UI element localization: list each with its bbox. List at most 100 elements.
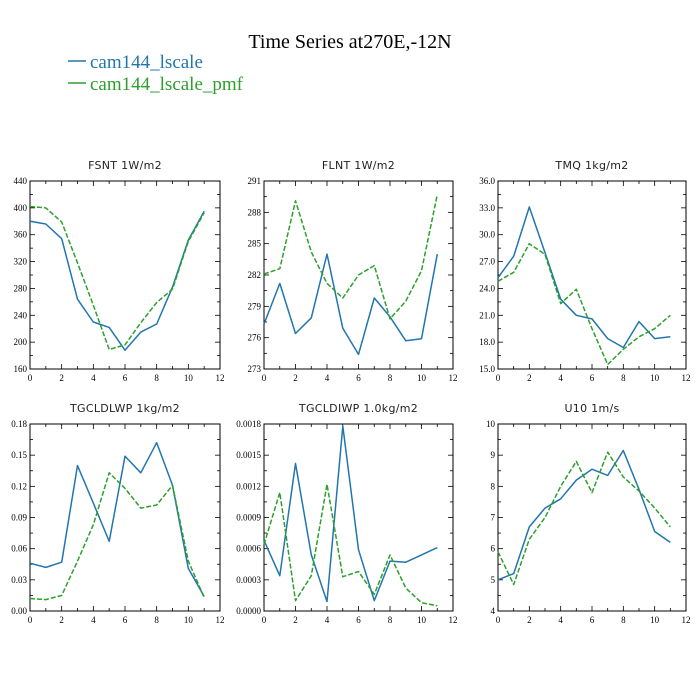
chart-panel-2: FLNT 1W/m2 0 2 4 6 8 10 12 273 276 279 282 285 288 291: [248, 159, 458, 383]
chart-panel-3: TMQ 1kg/m2 0 2 4 6 8 10 12 15.0 18.0 21.0 24.0 27.0 3…: [479, 159, 690, 383]
y-tick-label: 0.12: [11, 481, 27, 491]
x-tick-label: 2: [527, 615, 532, 625]
x-tick-label: 12: [216, 373, 225, 383]
y-tick-label: 9: [491, 450, 496, 460]
y-tick-label: 21.0: [479, 310, 495, 320]
y-tick-label: 30.0: [479, 230, 495, 240]
series-line-cam144-lscale-pmf: [497, 242, 671, 366]
x-tick-label: 10: [184, 373, 194, 383]
x-tick-label: 2: [59, 373, 64, 383]
x-tick-label: 8: [154, 373, 159, 383]
x-tick-label: 12: [449, 615, 458, 625]
y-tick-label: 240: [14, 310, 28, 320]
x-tick-label: 4: [325, 615, 330, 625]
series-line-cam144-lscale-pmf: [29, 205, 205, 351]
x-tick-label: 4: [558, 615, 563, 625]
chart-panel-6: U10 1m/s 0 2 4 6 8 10 12 4 5 6 7 8 9 10: [486, 402, 691, 625]
y-tick-label: 400: [14, 203, 28, 213]
y-tick-label: 0.00: [11, 606, 27, 616]
y-tick-label: 160: [14, 364, 28, 374]
legend: cam144_lscale cam144_lscale_pmf: [68, 52, 244, 95]
y-tick-label: 280: [14, 283, 28, 293]
y-tick-label: 6: [491, 544, 496, 554]
y-tick-label: 15.0: [479, 364, 495, 374]
x-tick-label: 6: [590, 373, 595, 383]
y-tick-label: 282: [248, 270, 262, 280]
x-tick-label: 0: [496, 373, 501, 383]
panel-grid: FSNT 1W/m20 2 4 6 8 10 12160200240280320360400…: [11, 159, 690, 625]
y-tick-label: 288: [248, 207, 262, 217]
y-tick-label: 0.15: [11, 450, 27, 460]
panel-title: FSNT 1W/m2: [88, 159, 162, 172]
x-tick-label: 2: [293, 373, 298, 383]
y-tick-label: 33.0: [479, 203, 495, 213]
y-tick-label: 8: [491, 481, 496, 491]
y-tick-label: 0.0018: [236, 419, 261, 429]
x-tick-label: 0: [28, 615, 33, 625]
x-tick-label: 8: [154, 615, 159, 625]
chart-panel-4: TGCLDLWP 1kg/m2 0 2 4 6 8 10 12 0.00 0.03 0.06 0.09…: [11, 402, 224, 625]
y-tick-label: 0.0009: [236, 513, 261, 523]
y-tick-label: 24.0: [479, 283, 495, 293]
plot-frame: [497, 180, 687, 370]
x-tick-label: 6: [356, 615, 361, 625]
x-tick-label: 10: [417, 373, 427, 383]
y-tick-label: 5: [491, 575, 496, 585]
x-tick-label: 2: [59, 615, 64, 625]
y-tick-label: 0.0015: [236, 450, 261, 460]
y-tick-label: 0.09: [11, 513, 27, 523]
series-line-cam144-lscale: [29, 441, 205, 597]
series-line-cam144-lscale: [29, 210, 205, 351]
x-tick-label: 4: [91, 373, 96, 383]
x-tick-label: 0: [262, 373, 267, 383]
plot-frame: [29, 180, 221, 370]
series-line-cam144-lscale-pmf: [29, 472, 205, 601]
x-tick-label: 0: [262, 615, 267, 625]
x-tick-label: 2: [293, 615, 298, 625]
x-tick-label: 12: [682, 615, 691, 625]
series-line-cam144-lscale-pmf: [497, 451, 671, 586]
x-tick-label: 8: [388, 615, 393, 625]
y-tick-label: 0.18: [11, 419, 27, 429]
y-tick-label: 0.0000: [236, 606, 261, 616]
x-tick-label: 6: [123, 373, 128, 383]
series-line-cam144-lscale-pmf: [263, 483, 438, 607]
series-line-cam144-lscale: [497, 449, 671, 581]
y-tick-label: 0.03: [11, 575, 27, 585]
y-tick-label: 0.0012: [236, 481, 261, 491]
y-tick-label: 279: [248, 301, 262, 311]
y-tick-label: 291: [248, 176, 262, 186]
figure-title: Time Series at270E,-12N: [248, 31, 451, 53]
x-tick-label: 0: [28, 373, 33, 383]
x-tick-label: 8: [621, 615, 626, 625]
y-tick-label: 0.0003: [236, 575, 261, 585]
series-line-cam144-lscale-pmf: [263, 194, 439, 320]
x-tick-label: 2: [527, 373, 532, 383]
series-line-cam144-lscale: [497, 206, 671, 349]
panel-title: TGCLDIWP 1.0kg/m2: [298, 402, 418, 415]
x-tick-label: 6: [356, 373, 361, 383]
x-tick-label: 12: [216, 615, 225, 625]
y-tick-label: 440: [14, 176, 28, 186]
x-tick-label: 12: [682, 373, 691, 383]
y-tick-label: 27.0: [479, 257, 495, 267]
x-tick-label: 4: [91, 615, 96, 625]
x-tick-label: 8: [388, 373, 393, 383]
x-tick-label: 10: [650, 373, 660, 383]
y-tick-label: 276: [248, 333, 262, 343]
panel-title: FLNT 1W/m2: [322, 159, 395, 172]
y-tick-label: 200: [14, 337, 28, 347]
x-tick-label: 10: [417, 615, 427, 625]
y-tick-label: 4: [491, 606, 496, 616]
y-tick-label: 0.0006: [236, 544, 261, 554]
series-line-cam144-lscale: [263, 253, 439, 356]
legend-label-cam144-lscale: cam144_lscale: [90, 52, 203, 73]
plot-frame: [497, 423, 687, 612]
y-tick-label: 360: [14, 230, 28, 240]
y-tick-label: 273: [248, 364, 262, 374]
panel-title: TGCLDLWP 1kg/m2: [69, 402, 180, 415]
y-tick-label: 10: [486, 419, 496, 429]
y-tick-label: 0.06: [11, 544, 27, 554]
y-tick-label: 320: [14, 257, 28, 267]
